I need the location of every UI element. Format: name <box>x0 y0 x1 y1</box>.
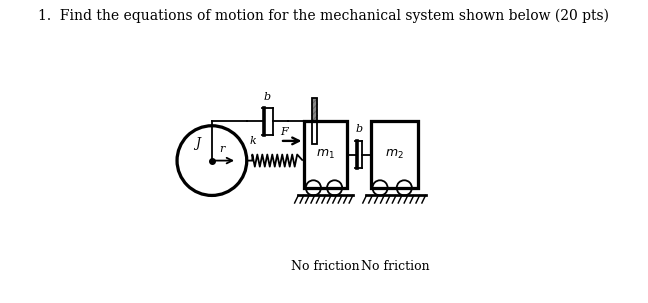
Text: r: r <box>220 144 225 154</box>
Bar <box>305 121 347 188</box>
Text: J: J <box>195 137 200 150</box>
Text: 1.  Find the equations of motion for the mechanical system shown below (20 pts): 1. Find the equations of motion for the … <box>38 9 610 23</box>
Text: F: F <box>280 127 288 137</box>
Bar <box>312 98 318 144</box>
Text: k: k <box>249 136 257 146</box>
Text: b: b <box>355 124 362 134</box>
Text: $m_2$: $m_2$ <box>385 148 404 161</box>
Bar <box>371 121 418 188</box>
Text: No friction: No friction <box>291 260 360 273</box>
Text: b: b <box>264 92 271 102</box>
Text: $m_1$: $m_1$ <box>316 148 335 161</box>
Text: No friction: No friction <box>362 260 430 273</box>
Bar <box>312 98 318 144</box>
